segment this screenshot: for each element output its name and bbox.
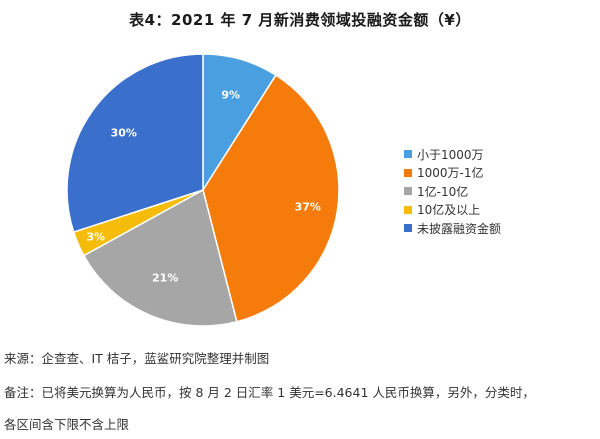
chart-legend: 小于1000万 1000万-1亿 1亿-10亿 10亿及以上未披露融资金额: [404, 145, 501, 238]
slice-label-10m-100m: 37%: [295, 201, 321, 214]
legend-item-undisclosed: 未披露融资金额: [404, 219, 501, 238]
legend-swatch: [404, 150, 412, 159]
slice-label-under-10m: 9%: [221, 89, 240, 102]
legend-swatch: [404, 187, 412, 196]
legend-item-100m-1b: 1亿-10亿: [404, 182, 501, 201]
legend-swatch: [404, 224, 412, 233]
legend-label: 未披露融资金额: [417, 221, 502, 236]
remark-note-line2: 各区间含下限不含上限: [4, 417, 130, 432]
legend-swatch: [404, 205, 412, 214]
legend-label: 10亿及以上: [417, 203, 481, 218]
remark-note-line1: 备注：已将美元换算为人民币，按 8 月 2 日汇率 1 美元=6.4641 人民…: [4, 385, 535, 400]
slice-label-undisclosed: 30%: [111, 126, 137, 139]
legend-swatch: [404, 168, 412, 177]
pie-slices: [66, 53, 340, 327]
slice-label-100m-1b: 21%: [152, 271, 178, 284]
legend-item-over-1b: 10亿及以上: [404, 201, 501, 220]
chart-title: 表4：2021 年 7 月新消费领域投融资金额（¥）: [129, 11, 471, 29]
pie-slice-undisclosed: [66, 53, 204, 233]
pie-slice-10m-100m: [202, 74, 340, 323]
legend-label: 1000万-1亿: [417, 166, 484, 181]
source-note: 来源：企查查、IT 桔子，蓝鲨研究院整理并制图: [4, 351, 270, 366]
legend-item-under-10m: 小于1000万: [404, 145, 501, 164]
pie-slice-100m-1b: [82, 188, 238, 327]
pie-labels: 9% 37% 21% 3% 30%: [86, 89, 321, 285]
legend-item-10m-100m: 1000万-1亿: [404, 164, 501, 183]
legend-label: 小于1000万: [417, 147, 484, 162]
slice-label-over-1b: 3%: [86, 230, 105, 243]
legend-label: 1亿-10亿: [417, 184, 469, 199]
